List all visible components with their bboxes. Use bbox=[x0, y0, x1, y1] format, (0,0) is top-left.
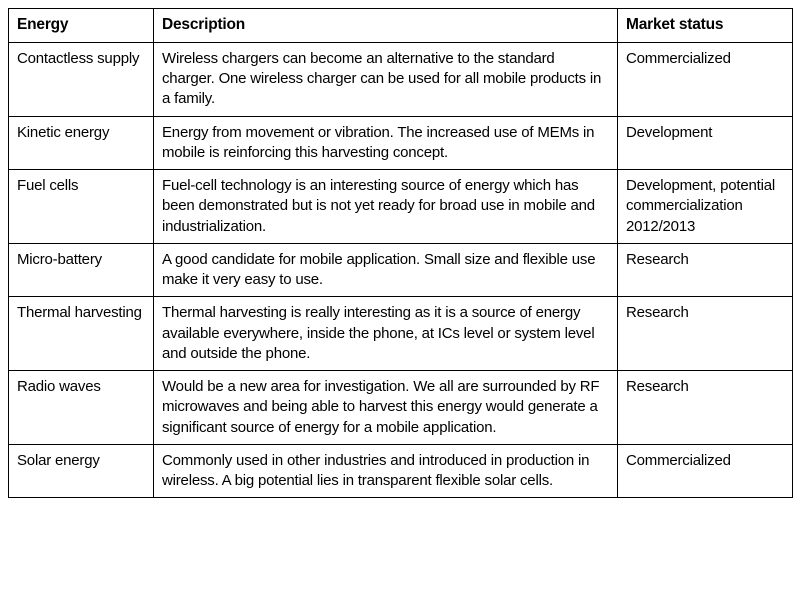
table-header-row: Energy Description Market status bbox=[9, 9, 793, 43]
cell-status: Development bbox=[618, 116, 793, 170]
table-row: Radio waves Would be a new area for inve… bbox=[9, 371, 793, 445]
energy-table: Energy Description Market status Contact… bbox=[8, 8, 793, 498]
cell-description: Commonly used in other industries and in… bbox=[154, 444, 618, 498]
cell-status: Research bbox=[618, 297, 793, 371]
cell-description: Energy from movement or vibration. The i… bbox=[154, 116, 618, 170]
cell-energy: Radio waves bbox=[9, 371, 154, 445]
cell-status: Research bbox=[618, 371, 793, 445]
table-row: Kinetic energy Energy from movement or v… bbox=[9, 116, 793, 170]
cell-energy: Fuel cells bbox=[9, 170, 154, 244]
cell-energy: Thermal harvesting bbox=[9, 297, 154, 371]
cell-energy: Micro-battery bbox=[9, 243, 154, 297]
cell-energy: Kinetic energy bbox=[9, 116, 154, 170]
col-header-description: Description bbox=[154, 9, 618, 43]
cell-description: Wireless chargers can become an alternat… bbox=[154, 42, 618, 116]
table-row: Solar energy Commonly used in other indu… bbox=[9, 444, 793, 498]
cell-description: Fuel-cell technology is an interesting s… bbox=[154, 170, 618, 244]
cell-energy: Solar energy bbox=[9, 444, 154, 498]
table-row: Thermal harvesting Thermal harvesting is… bbox=[9, 297, 793, 371]
table-row: Fuel cells Fuel-cell technology is an in… bbox=[9, 170, 793, 244]
table-row: Contactless supply Wireless chargers can… bbox=[9, 42, 793, 116]
cell-status: Commercialized bbox=[618, 42, 793, 116]
cell-status: Commercialized bbox=[618, 444, 793, 498]
cell-energy: Contactless supply bbox=[9, 42, 154, 116]
table-row: Micro-battery A good candidate for mobil… bbox=[9, 243, 793, 297]
col-header-status: Market status bbox=[618, 9, 793, 43]
cell-description: A good candidate for mobile application.… bbox=[154, 243, 618, 297]
col-header-energy: Energy bbox=[9, 9, 154, 43]
cell-description: Would be a new area for investigation. W… bbox=[154, 371, 618, 445]
cell-status: Development, potential commercialization… bbox=[618, 170, 793, 244]
cell-status: Research bbox=[618, 243, 793, 297]
cell-description: Thermal harvesting is really interesting… bbox=[154, 297, 618, 371]
